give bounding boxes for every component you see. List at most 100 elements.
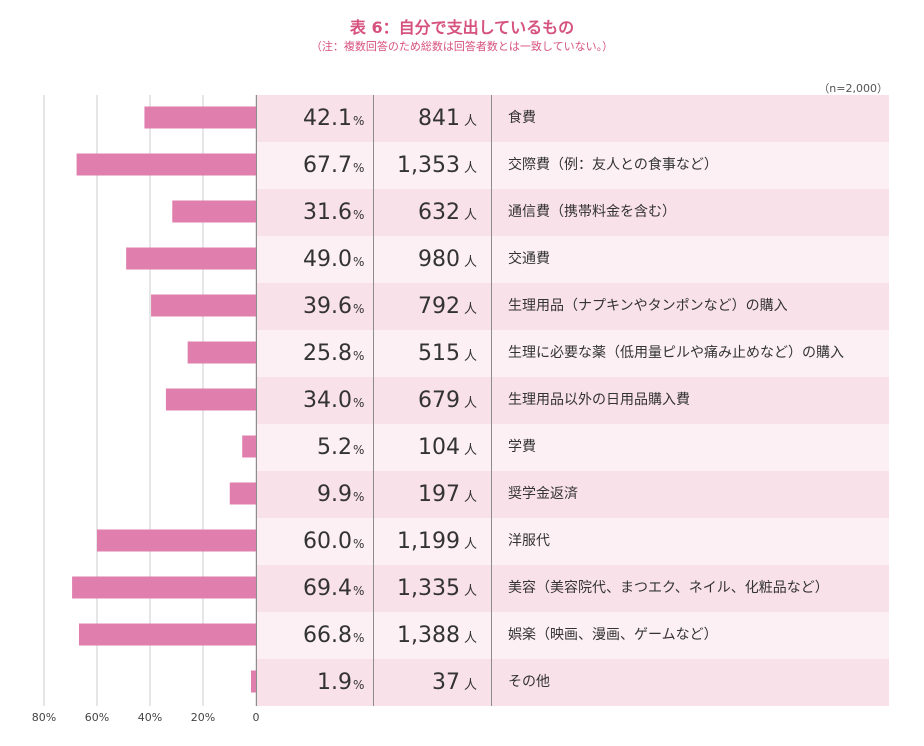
count-unit: 人	[464, 208, 478, 223]
category-label: 娯楽（映画、漫画、ゲームなど）	[508, 627, 718, 643]
bar	[78, 623, 256, 646]
category-label: 美容（美容院代、まつエク、ネイル、化粧品など）	[508, 580, 829, 596]
percentage-value: 1.9	[317, 670, 352, 695]
bar	[151, 294, 256, 317]
percentage-unit: %	[353, 255, 365, 269]
bar	[172, 200, 256, 223]
x-tick-label: 0	[252, 711, 260, 724]
percentage-value: 60.0	[303, 529, 352, 554]
percentage-unit: %	[353, 161, 365, 175]
count-unit: 人	[464, 631, 478, 646]
percentage-unit: %	[353, 396, 365, 410]
respondent-count: 1,388	[397, 623, 460, 648]
percentage-value: 67.7	[303, 153, 352, 178]
x-tick-label: 40%	[137, 711, 163, 724]
percentage-unit: %	[353, 631, 365, 645]
percentage-unit: %	[353, 349, 365, 363]
bar	[187, 341, 256, 364]
percentage-unit: %	[353, 114, 365, 128]
percentage-value: 31.6	[303, 200, 352, 225]
category-label: 洋服代	[508, 533, 550, 549]
category-label: 生理に必要な薬（低用量ピルや痛み止めなど）の購入	[508, 345, 844, 361]
bar	[76, 153, 256, 176]
respondent-count: 1,335	[397, 576, 460, 601]
category-label: 食費	[508, 110, 536, 126]
category-label: 通信費（携帯料金を含む）	[508, 204, 676, 220]
count-unit: 人	[464, 114, 478, 129]
count-unit: 人	[464, 443, 478, 458]
percentage-value: 5.2	[317, 435, 352, 460]
percentage-value: 34.0	[303, 388, 352, 413]
column-separator-right	[491, 95, 492, 706]
chart-title: 表 6：自分で支出しているもの	[349, 18, 575, 37]
respondent-count: 841	[418, 106, 460, 131]
table-row: 31.6% 632 人 通信費（携帯料金を含む）	[256, 189, 889, 236]
count-unit: 人	[464, 537, 478, 552]
column-separator-middle	[373, 95, 374, 706]
table-row: 60.0% 1,199 人 洋服代	[256, 518, 889, 565]
bar	[250, 670, 256, 693]
category-label: その他	[508, 674, 550, 690]
respondent-count: 679	[418, 388, 460, 413]
count-unit: 人	[464, 349, 478, 364]
respondent-count: 37	[432, 670, 460, 695]
respondent-count: 515	[418, 341, 460, 366]
respondent-count: 197	[418, 482, 460, 507]
respondent-count: 792	[418, 294, 460, 319]
table-row: 69.4% 1,335 人 美容（美容院代、まつエク、ネイル、化粧品など）	[256, 565, 889, 612]
percentage-value: 49.0	[303, 247, 352, 272]
table-row: 49.0% 980 人 交通費	[256, 236, 889, 283]
category-label: 奨学金返済	[508, 486, 578, 502]
bar	[144, 106, 256, 129]
category-label: 交際費（例：友人との食事など）	[508, 157, 718, 173]
count-unit: 人	[464, 396, 478, 411]
bar	[97, 529, 256, 552]
count-unit: 人	[464, 302, 478, 317]
percentage-value: 42.1	[303, 106, 352, 131]
respondent-count: 1,353	[397, 153, 460, 178]
table-row: 66.8% 1,388 人 娯楽（映画、漫画、ゲームなど）	[256, 612, 889, 659]
x-tick-label: 80%	[31, 711, 57, 724]
percentage-value: 25.8	[303, 341, 352, 366]
percentage-value: 69.4	[303, 576, 352, 601]
respondent-count: 632	[418, 200, 460, 225]
bar	[165, 388, 256, 411]
table-row: 5.2% 104 人 学費	[256, 424, 889, 471]
data-table: 42.1% 841 人食費 67.7% 1,353 人交際費（例：友人との食事など） 31.…	[256, 95, 889, 706]
sample-size-note: （n=2,000）	[818, 82, 888, 95]
table-row: 42.1% 841 人 食費	[256, 95, 889, 142]
percentage-value: 9.9	[317, 482, 352, 507]
count-unit: 人	[464, 161, 478, 176]
percentage-unit: %	[353, 208, 365, 222]
count-unit: 人	[464, 490, 478, 505]
bar	[229, 482, 256, 505]
bar	[72, 576, 256, 599]
percentage-unit: %	[353, 584, 365, 598]
category-label: 交通費	[508, 251, 550, 267]
column-separator-left	[256, 95, 257, 706]
x-tick-label: 60%	[84, 711, 110, 724]
table-row: 39.6% 792 人 生理用品（ナプキンやタンポンなど）の購入	[256, 283, 889, 330]
count-unit: 人	[464, 678, 478, 693]
category-label: 生理用品（ナプキンやタンポンなど）の購入	[508, 298, 788, 314]
bar	[242, 435, 256, 458]
percentage-value: 39.6	[303, 294, 352, 319]
count-unit: 人	[464, 255, 478, 270]
category-label: 学費	[508, 439, 536, 455]
respondent-count: 104	[418, 435, 460, 460]
percentage-unit: %	[353, 537, 365, 551]
percentage-unit: %	[353, 490, 365, 504]
table-row: 67.7% 1,353 人 交際費（例：友人との食事など）	[256, 142, 889, 189]
percentage-unit: %	[353, 443, 365, 457]
x-tick-label: 20%	[190, 711, 216, 724]
respondent-count: 1,199	[397, 529, 460, 554]
category-label: 生理用品以外の日用品購入費	[508, 392, 690, 408]
percentage-unit: %	[353, 678, 365, 692]
percentage-value: 66.8	[303, 623, 352, 648]
chart-subtitle: （注：複数回答のため総数は回答者数とは一致していない。）	[310, 40, 614, 53]
table-row: 34.0% 679 人 生理用品以外の日用品購入費	[256, 377, 889, 424]
table-row: 1.9% 37 人 その他	[256, 659, 889, 706]
percentage-unit: %	[353, 302, 365, 316]
bar-group	[72, 106, 257, 693]
